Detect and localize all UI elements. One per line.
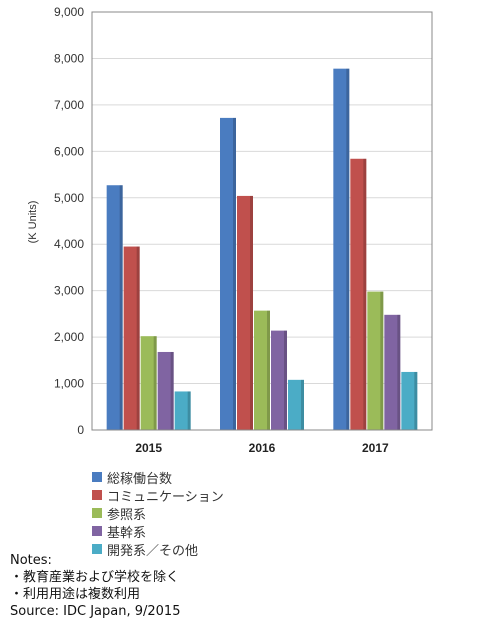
legend-label: コミュニケーション	[107, 489, 224, 505]
bar-shade	[119, 185, 123, 430]
legend-item: 総稼働台数	[92, 468, 224, 487]
legend-item: コミュニケーション	[92, 486, 224, 505]
legend-label: 総稼働台数	[107, 471, 173, 487]
bar-2017-2	[350, 158, 367, 430]
y-tick-label: 8,000	[54, 51, 84, 65]
x-tick-label: 2016	[249, 441, 276, 455]
legend-swatch	[92, 490, 102, 500]
legend-label: 参照系	[107, 507, 147, 523]
y-tick-label: 7,000	[54, 98, 84, 112]
bar-2016-4	[271, 330, 287, 430]
bar-2017-1	[333, 68, 350, 430]
bar-shade	[397, 314, 401, 430]
bar-shade	[363, 158, 367, 430]
bar-2015-4	[157, 351, 174, 430]
bar-shade	[301, 379, 304, 430]
y-tick-label: 0	[77, 423, 84, 437]
bar-shade	[346, 68, 350, 430]
bar-chart: 0 1,000 2,000 3,000 4,000 5,000 6,000 7,000 8,00…	[27, 5, 433, 455]
notes-line: ・教育産業および学校を除く	[10, 570, 180, 585]
legend-item: 参照系	[92, 504, 224, 523]
y-tick-label: 6,000	[54, 144, 84, 158]
notes-heading: Notes:	[10, 553, 52, 568]
bar-shade	[233, 117, 236, 430]
notes-line: ・利用用途は複数利用	[10, 587, 141, 602]
bar-shade	[170, 351, 174, 430]
y-tick-label: 2,000	[54, 330, 84, 344]
y-tick-label: 3,000	[54, 284, 84, 298]
bar-shade	[380, 291, 384, 430]
y-tick-label: 9,000	[54, 5, 84, 19]
legend-item: 開発系／その他	[92, 540, 224, 559]
legend-label: 基幹系	[107, 525, 147, 541]
bar-2015-1	[106, 185, 123, 430]
bar-2015-3	[140, 336, 157, 430]
bars	[106, 68, 418, 430]
y-tick-label: 5,000	[54, 191, 84, 205]
bar-2015-5	[174, 391, 191, 430]
legend-item: 基幹系	[92, 522, 224, 541]
legend: 総稼働台数コミュニケーション 参照系基幹系開発系／その他	[92, 468, 224, 559]
bar-shade	[267, 310, 270, 430]
x-tick-label: 2017	[362, 441, 389, 455]
y-tick-labels: 0 1,000 2,000 3,000 4,000 5,000 6,000 7,000 8,00…	[54, 5, 84, 437]
bar-shade	[136, 246, 140, 430]
y-tick-label: 1,000	[54, 377, 84, 391]
bar-2017-3	[367, 291, 384, 430]
x-tick-label: 2015	[135, 441, 162, 455]
bar-2016-1	[220, 117, 236, 430]
bar-shade	[414, 371, 418, 430]
legend-label: 開発系／その他	[107, 543, 199, 559]
x-tick-labels: 2015 2016 2017	[135, 441, 389, 455]
bar-2016-5	[288, 379, 304, 430]
notes: Notes: ・教育産業および学校を除く ・利用用途は複数利用 Source: …	[10, 552, 180, 620]
source-text: Source: IDC Japan, 9/2015	[10, 604, 181, 619]
bar-2017-5	[401, 371, 418, 430]
legend-swatch	[92, 472, 102, 482]
y-tick-label: 4,000	[54, 237, 84, 251]
bar-shade	[153, 336, 157, 430]
legend-swatch	[92, 508, 102, 518]
bar-shade	[284, 330, 287, 430]
bar-2016-3	[254, 310, 270, 430]
plot-area	[91, 11, 433, 431]
y-axis-label: (K Units)	[27, 201, 39, 244]
bar-2015-2	[123, 246, 140, 430]
legend-swatch	[92, 526, 102, 536]
bar-2016-2	[237, 195, 253, 430]
bar-2017-4	[384, 314, 401, 430]
legend-swatch	[92, 544, 102, 554]
bar-shade	[250, 195, 253, 430]
bar-shade	[187, 391, 191, 430]
